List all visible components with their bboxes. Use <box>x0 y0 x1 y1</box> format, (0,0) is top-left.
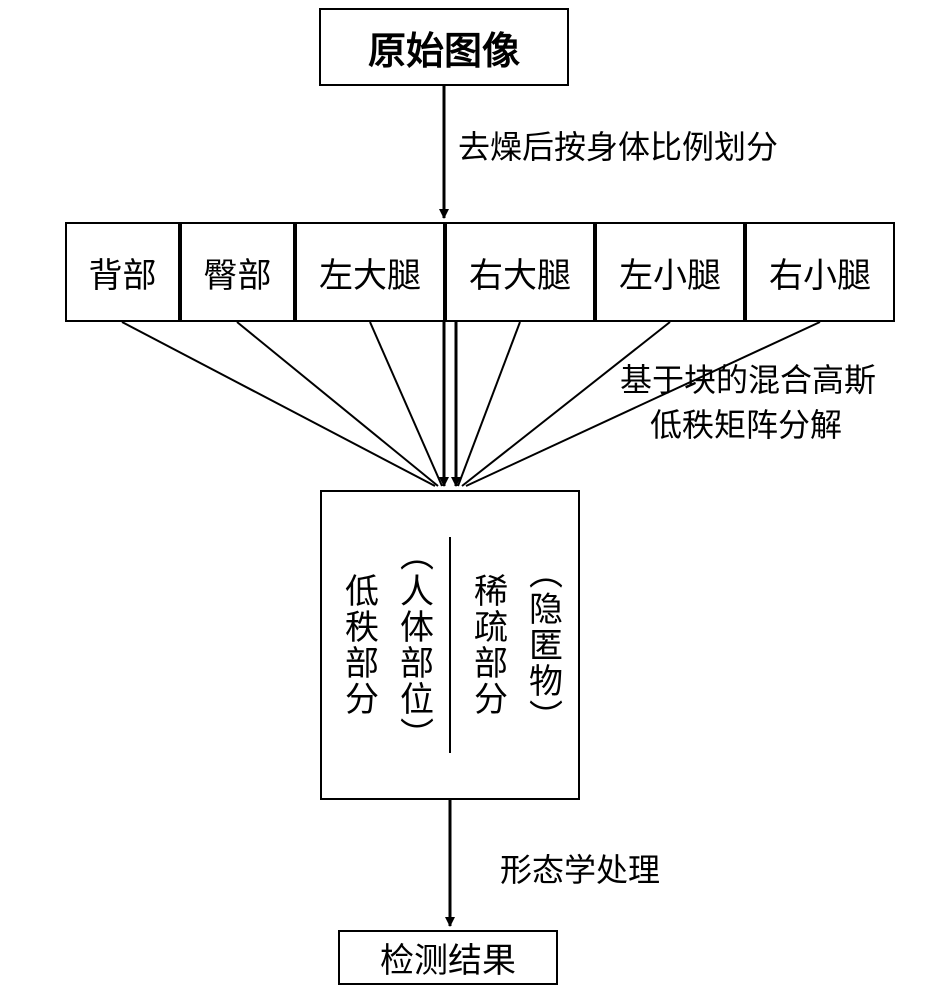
label-step2-line2: 低秩矩阵分解 <box>650 400 842 446</box>
node-body-right-calf: 右小腿 <box>745 222 895 322</box>
edge-converge-0 <box>122 322 435 486</box>
label-step1: 去燥后按身体比例划分 <box>458 122 778 168</box>
node-body-back-text: 背部 <box>89 248 157 297</box>
node-decomp-right-paren: （隐匿物） <box>518 555 567 735</box>
node-body-left-calf: 左小腿 <box>595 222 745 322</box>
node-body-hip-text: 臀部 <box>204 248 272 297</box>
node-body-back: 背部 <box>65 222 180 322</box>
node-body-left-thigh-text: 左大腿 <box>319 248 421 297</box>
node-body-right-thigh: 右大腿 <box>445 222 595 322</box>
node-original-image-text: 原始图像 <box>368 20 520 75</box>
node-body-left-calf-text: 左小腿 <box>619 248 721 297</box>
node-result: 检测结果 <box>338 930 558 985</box>
node-body-hip: 臀部 <box>180 222 295 322</box>
label-step2-line1: 基于块的混合高斯 <box>620 355 876 401</box>
edge-converge-4 <box>462 322 670 486</box>
node-body-right-thigh-text: 右大腿 <box>469 248 571 297</box>
label-step3: 形态学处理 <box>500 845 660 891</box>
node-result-text: 检测结果 <box>380 933 516 982</box>
edge-converge-3 <box>458 322 520 486</box>
edge-converge-1 <box>237 322 438 486</box>
node-decomp-right-main: 稀疏部分 <box>463 573 512 717</box>
node-decomp: 低秩部分 （人体部位） 稀疏部分 （隐匿物） <box>320 490 580 800</box>
node-body-right-calf-text: 右小腿 <box>769 248 871 297</box>
node-body-left-thigh: 左大腿 <box>295 222 445 322</box>
node-decomp-left-paren: （人体部位） <box>389 537 438 753</box>
node-decomp-right: 稀疏部分 （隐匿物） <box>451 555 578 735</box>
edge-converge-2 <box>370 322 442 486</box>
node-original-image: 原始图像 <box>319 8 569 86</box>
node-decomp-left-main: 低秩部分 <box>334 573 383 717</box>
node-decomp-left: 低秩部分 （人体部位） <box>322 537 451 753</box>
